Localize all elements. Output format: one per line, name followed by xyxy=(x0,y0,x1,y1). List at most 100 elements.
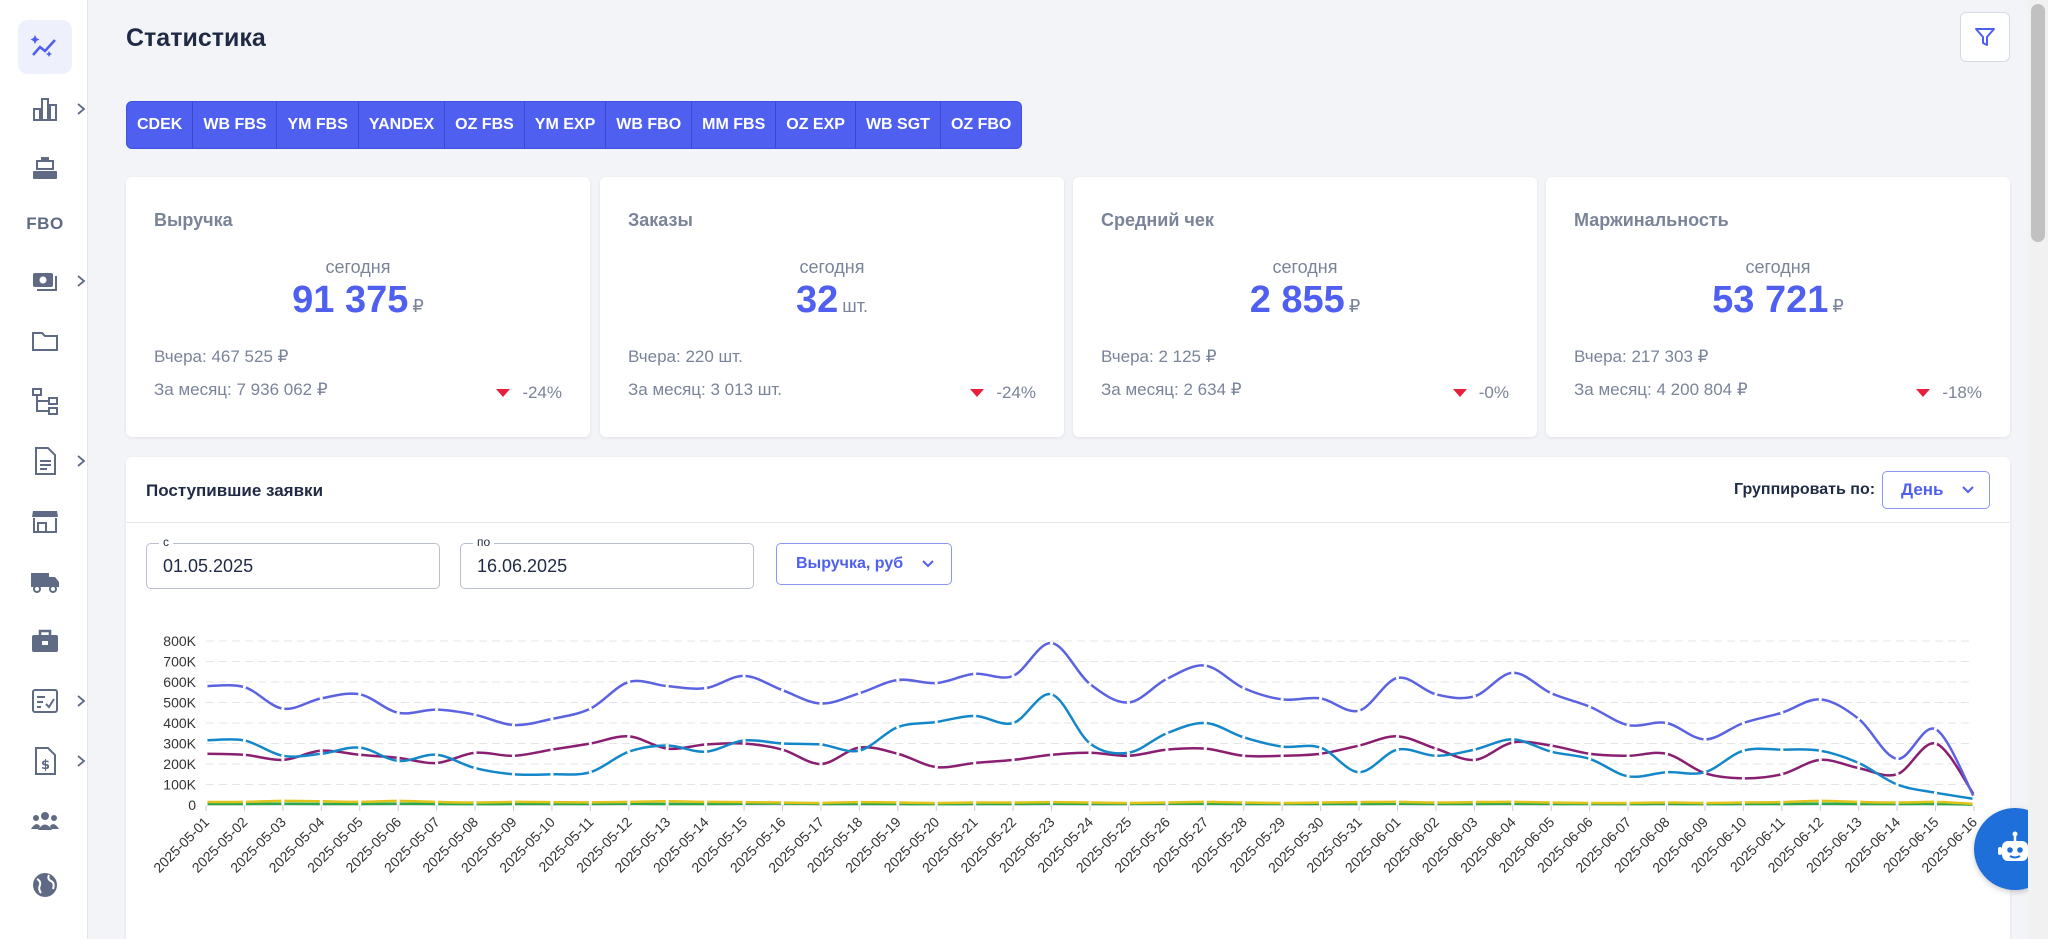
chevron-right-icon[interactable] xyxy=(76,754,86,768)
date-to-input[interactable] xyxy=(461,544,753,588)
data-point xyxy=(1933,741,1938,746)
data-point xyxy=(435,761,439,765)
card-value: 32 xyxy=(796,279,839,321)
card-delta: -0% xyxy=(1452,383,1509,403)
chevron-down-icon xyxy=(1962,486,1974,494)
metric-select[interactable]: Выручка, руб xyxy=(776,543,952,585)
y-tick-label: 800K xyxy=(163,633,196,649)
y-tick-label: 500K xyxy=(163,695,196,711)
down-triangle-icon xyxy=(496,389,511,397)
chevron-right-icon[interactable] xyxy=(76,694,86,708)
data-point xyxy=(550,772,554,776)
sidebar-item-users[interactable] xyxy=(18,794,72,848)
data-point xyxy=(1165,748,1169,752)
tab-oz-fbo[interactable]: OZ FBO xyxy=(950,116,1012,133)
date-to-field[interactable]: по xyxy=(460,535,754,589)
sidebar-item-delivery[interactable] xyxy=(18,554,72,608)
data-point xyxy=(819,762,823,766)
card-delta: -24% xyxy=(970,383,1036,403)
tab-oz-fbs[interactable]: OZ FBS xyxy=(445,102,525,148)
data-point xyxy=(1511,740,1515,745)
filter-button[interactable] xyxy=(1960,12,2010,62)
sidebar-item-structure[interactable] xyxy=(18,374,72,428)
sidebar-item-fbo[interactable]: FBO xyxy=(26,214,64,233)
data-point xyxy=(1472,800,1476,804)
data-point xyxy=(281,799,285,803)
chevron-right-icon[interactable] xyxy=(76,102,86,116)
card-month: За месяц: 3 013 шт. xyxy=(628,380,783,399)
cash-register-icon xyxy=(33,157,57,179)
tab-ym-fbs[interactable]: YM FBS xyxy=(277,102,359,148)
document-icon xyxy=(35,447,56,475)
card-period: сегодня xyxy=(325,257,391,277)
data-point xyxy=(1357,743,1361,748)
data-point xyxy=(1357,800,1361,804)
card-delta: -24% xyxy=(496,383,562,403)
card-yesterday: Вчера: 2 125 ₽ xyxy=(1101,347,1217,366)
sidebar-item-documents[interactable] xyxy=(18,434,72,488)
data-point xyxy=(1011,800,1015,805)
filter-icon xyxy=(1975,28,1995,46)
data-point xyxy=(896,752,900,756)
data-point xyxy=(1434,692,1438,696)
data-point xyxy=(1319,800,1323,805)
data-point xyxy=(319,799,323,803)
tab-yandex[interactable]: YANDEX xyxy=(359,102,446,148)
data-point xyxy=(973,800,977,805)
scrollbar-thumb[interactable] xyxy=(2031,4,2045,242)
sidebar-item-finance[interactable] xyxy=(18,254,72,308)
sidebar-item-files[interactable] xyxy=(18,314,72,368)
sidebar-item-global[interactable] xyxy=(18,858,72,912)
date-from-input[interactable] xyxy=(147,544,439,588)
data-point xyxy=(665,743,669,748)
card-delta-value: -0% xyxy=(1478,383,1509,402)
sidebar-item-dashboard[interactable] xyxy=(18,20,72,74)
data-point xyxy=(319,749,323,753)
data-point xyxy=(1126,700,1131,705)
sidebar-item-billing[interactable]: $ xyxy=(18,734,72,788)
tab-wb-sgt[interactable]: WB SGT xyxy=(856,102,941,148)
tab-mm-fbs[interactable]: MM FBS xyxy=(692,102,777,148)
date-from-field[interactable]: с xyxy=(146,535,440,589)
data-point xyxy=(1818,749,1822,753)
chevron-right-icon[interactable] xyxy=(76,274,86,288)
data-point xyxy=(319,696,323,700)
data-point xyxy=(665,684,669,688)
sidebar-item-stores[interactable] xyxy=(18,494,72,548)
data-point xyxy=(1434,754,1438,758)
sidebar-item-reports[interactable] xyxy=(18,82,72,136)
down-triangle-icon xyxy=(1916,389,1931,397)
y-tick-label: 0 xyxy=(188,797,196,813)
data-point xyxy=(627,680,631,684)
data-point xyxy=(396,756,400,760)
data-point xyxy=(204,684,208,688)
sidebar-item-business[interactable] xyxy=(18,614,72,668)
data-point xyxy=(1933,727,1938,731)
y-tick-label: 600K xyxy=(163,674,196,690)
tab-wb-fbs[interactable]: WB FBS xyxy=(193,102,278,148)
data-point xyxy=(742,800,746,804)
chevron-right-icon[interactable] xyxy=(76,454,86,468)
tab-ym-exp[interactable]: YM EXP xyxy=(525,102,607,148)
data-point xyxy=(665,802,669,806)
sidebar: FBO $ xyxy=(0,0,88,939)
data-point xyxy=(934,765,938,769)
data-point xyxy=(1780,748,1784,752)
data-point xyxy=(1319,696,1323,700)
sidebar-item-cashier[interactable] xyxy=(18,142,72,196)
marketplace-tabs: CDEK WB FBS YM FBS YANDEX OZ FBS YM EXP … xyxy=(126,101,1023,149)
invoice-dollar-icon: $ xyxy=(35,747,56,775)
data-point xyxy=(973,672,977,676)
group-by-select[interactable]: День xyxy=(1882,471,1990,509)
tab-cdek[interactable]: CDEK xyxy=(127,102,194,148)
data-point xyxy=(1088,800,1092,805)
tab-oz-exp[interactable]: OZ EXP xyxy=(776,102,856,148)
data-point xyxy=(819,701,823,706)
data-point xyxy=(1664,800,1669,805)
data-point xyxy=(1319,746,1323,750)
data-point xyxy=(1011,758,1015,762)
y-tick-label: 200K xyxy=(163,756,196,772)
tab-wb-fbo[interactable]: WB FBO xyxy=(606,102,693,148)
sidebar-item-tasks[interactable] xyxy=(18,674,72,728)
data-point xyxy=(396,711,400,715)
